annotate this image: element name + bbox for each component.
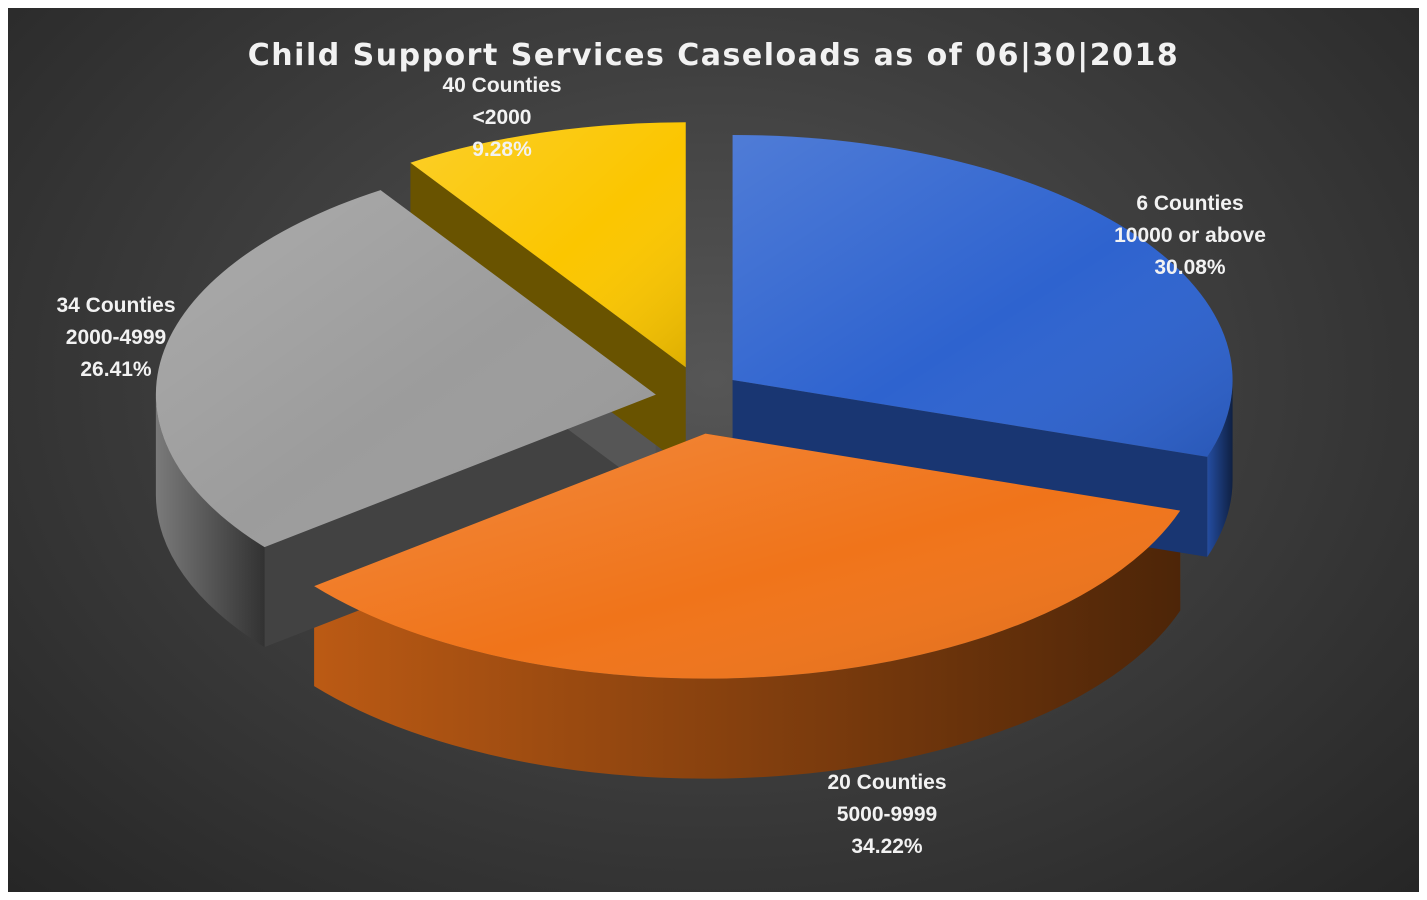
pie-slice-gloss [314, 433, 1181, 679]
slice-label-percent: 30.08% [1154, 256, 1226, 279]
slice-label-percent: 9.28% [472, 138, 532, 161]
slice-label-34-counties: 34 Counties 2000-4999 26.41% [8, 290, 246, 386]
slice-label-counties: 40 Counties [442, 74, 562, 97]
slice-label-6-counties: 6 Counties 10000 or above 30.08% [1060, 188, 1320, 284]
slice-label-range: <2000 [472, 106, 532, 129]
slice-label-counties: 20 Counties [827, 771, 947, 794]
pie-tops [155, 122, 1233, 679]
slice-label-40-counties: 40 Counties <2000 9.28% [372, 70, 632, 166]
pie-chart [155, 122, 1233, 779]
slice-label-range: 2000-4999 [65, 326, 167, 349]
slice-label-percent: 26.41% [80, 358, 152, 381]
slice-outer-wall [314, 510, 1181, 779]
slice-outer-wall [155, 394, 265, 648]
chart-frame: Child Support Services Caseloads as of 0… [8, 8, 1419, 892]
pie-slice-gloss [732, 134, 1233, 457]
pie-slice-gloss [155, 190, 656, 548]
slice-label-range: 10000 or above [1114, 224, 1266, 247]
slice-outer-wall [1207, 379, 1233, 557]
chart-title: Child Support Services Caseloads as of 0… [247, 38, 1180, 73]
slice-label-counties: 6 Counties [1136, 192, 1244, 215]
slice-label-range: 5000-9999 [836, 803, 938, 826]
slice-label-counties: 34 Counties [56, 294, 176, 317]
slice-label-20-counties: 20 Counties 5000-9999 34.22% [757, 767, 1017, 863]
pie-slice-gloss [410, 122, 686, 368]
slice-label-percent: 34.22% [851, 835, 923, 858]
